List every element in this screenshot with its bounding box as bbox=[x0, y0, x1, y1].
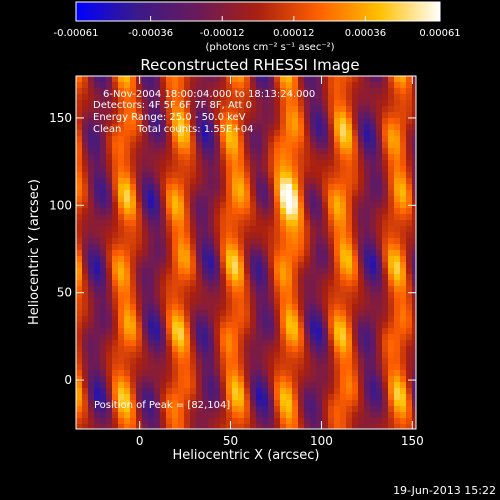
y-tick-label: 50 bbox=[57, 286, 72, 300]
annotation-clean: Clean Total counts: 1.55E+04 bbox=[93, 124, 253, 135]
y-tick-label: 150 bbox=[49, 111, 72, 125]
x-tick-label: 50 bbox=[223, 434, 238, 448]
colorbar-gradient bbox=[75, 1, 441, 22]
y-tick-label: 0 bbox=[64, 373, 72, 387]
x-tick-label: 150 bbox=[401, 434, 424, 448]
annotation-detectors: Detectors: 4F 5F 6F 7F 8F, Att 0 bbox=[93, 100, 252, 111]
y-axis-label: Heliocentric Y (arcsec) bbox=[27, 179, 42, 325]
x-tick-label: 100 bbox=[310, 434, 333, 448]
peak-position: Position of Peak = [82,104] bbox=[94, 400, 230, 411]
colorbar-tick-label: -0.00061 bbox=[54, 28, 99, 39]
annotation-energy: Energy Range: 25.0 - 50.0 keV bbox=[93, 112, 246, 123]
annotation-time: 6-Nov-2004 18:00:04.000 to 18:13:24.000 bbox=[103, 89, 315, 100]
x-tick-label: 0 bbox=[136, 434, 144, 448]
heatmap-image bbox=[76, 76, 416, 429]
colorbar-tick-label: -0.00036 bbox=[128, 28, 173, 39]
footer-date: 19-Jun-2013 15:22 bbox=[393, 484, 496, 497]
plot-frame bbox=[75, 75, 417, 430]
y-tick-label: 100 bbox=[49, 198, 72, 212]
colorbar-tick-label: 0.00061 bbox=[419, 28, 460, 39]
colorbar-tick-label: 0.00012 bbox=[273, 28, 314, 39]
chart-title: Reconstructed RHESSI Image bbox=[140, 56, 359, 74]
colorbar-tick-label: 0.00036 bbox=[345, 28, 386, 39]
x-axis-label: Heliocentric X (arcsec) bbox=[173, 448, 320, 463]
colorbar: -0.00061 -0.00036 -0.00012 0.00012 0.00036 0.… bbox=[54, 1, 461, 39]
axis-ticks: 0 50 100 150 0 50 100 150 bbox=[49, 76, 424, 448]
colorbar-units: (photons cm⁻² s⁻¹ asec⁻²) bbox=[205, 42, 334, 53]
colorbar-tick-label: -0.00012 bbox=[200, 28, 245, 39]
